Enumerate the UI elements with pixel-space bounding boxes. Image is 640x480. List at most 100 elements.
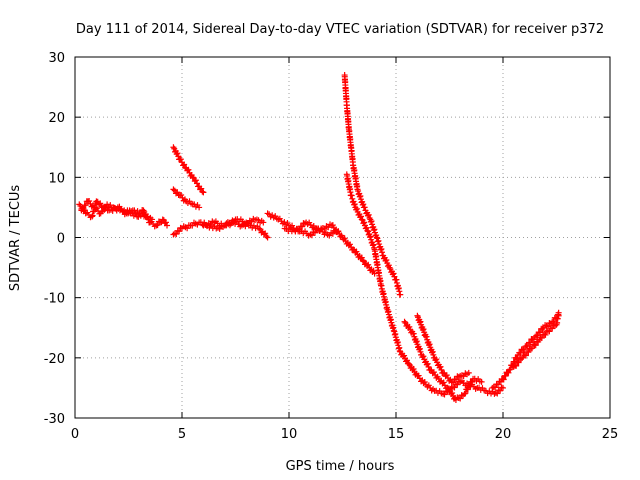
trace-marker — [429, 348, 436, 355]
trace-marker — [178, 191, 185, 198]
trace-marker — [425, 363, 432, 370]
trace-marker — [440, 379, 447, 386]
trace-marker — [451, 384, 458, 391]
trace-marker — [403, 357, 410, 364]
trace-marker — [124, 210, 131, 217]
trace-marker — [93, 205, 100, 212]
trace-marker — [426, 341, 433, 348]
trace-marker — [350, 198, 357, 205]
trace-marker — [413, 338, 420, 345]
trace-marker — [406, 323, 413, 330]
series-pass-l — [414, 312, 472, 386]
trace-marker — [365, 261, 372, 268]
trace-marker — [441, 391, 448, 398]
trace-marker — [175, 153, 182, 160]
y-tick-label: 20 — [48, 111, 65, 126]
data-point — [461, 390, 468, 397]
trace-marker — [348, 192, 355, 199]
trace-marker — [353, 248, 360, 255]
trace-marker — [349, 195, 356, 202]
trace-marker — [86, 198, 93, 205]
trace-marker — [357, 213, 364, 220]
y-tick-label: -20 — [44, 352, 65, 367]
series-pass-d — [170, 186, 203, 211]
trace-marker — [529, 345, 536, 352]
trace-marker — [262, 230, 269, 237]
trace-marker — [417, 348, 424, 355]
trace-marker — [329, 222, 336, 229]
trace-marker — [82, 202, 89, 209]
data-point — [149, 216, 156, 223]
trace-marker — [527, 339, 534, 346]
trace-marker — [358, 254, 365, 261]
trace-marker — [549, 325, 556, 332]
x-tick-label: 0 — [71, 427, 79, 442]
x-tick-label: 25 — [602, 427, 619, 442]
x-tick-label: 5 — [178, 427, 186, 442]
trace-marker — [296, 226, 303, 233]
trace-marker — [430, 351, 437, 358]
trace-marker — [452, 376, 459, 383]
trace-marker — [517, 350, 524, 357]
trace-marker — [99, 208, 106, 215]
y-tick-label: -30 — [44, 412, 65, 427]
trace-marker — [466, 382, 473, 389]
series-pass-f — [200, 215, 267, 230]
trace-marker — [308, 232, 315, 239]
trace-marker — [401, 352, 408, 359]
data-markers — [76, 72, 562, 403]
series-pass-c — [170, 144, 207, 196]
trace-marker — [495, 381, 502, 388]
data-point — [260, 219, 267, 226]
trace-marker — [462, 390, 469, 397]
data-point — [397, 291, 404, 298]
trace-marker — [469, 378, 476, 385]
trace-marker — [162, 219, 169, 226]
trace-marker — [351, 201, 358, 208]
trace-marker — [450, 379, 457, 386]
x-tick-label: 15 — [388, 427, 405, 442]
trace-marker — [410, 330, 417, 337]
data-point — [478, 378, 485, 385]
data-point — [405, 360, 412, 367]
y-axis-label: SDTVAR / TECUs — [8, 185, 23, 292]
series-pass-b — [78, 198, 156, 223]
trace-marker — [181, 161, 188, 168]
data-point — [506, 366, 513, 373]
trace-marker — [359, 257, 366, 264]
data-point — [401, 318, 408, 325]
trace-marker — [177, 156, 184, 163]
series-pass-h — [281, 219, 342, 239]
trace-marker — [182, 164, 189, 171]
trace-marker — [174, 189, 181, 196]
trace-marker — [299, 223, 306, 230]
trace-marker — [532, 342, 539, 349]
trace-marker — [416, 345, 423, 352]
data-point — [500, 384, 506, 391]
axis-ticks: 0 5 10 15 20 25 -30 -20 -10 0 10 20 30 — [44, 51, 619, 442]
trace-marker — [536, 329, 543, 336]
trace-marker — [507, 366, 514, 373]
trace-marker — [430, 369, 437, 376]
trace-marker — [515, 359, 522, 366]
trace-marker — [185, 166, 192, 173]
data-point — [335, 228, 342, 235]
trace-marker — [199, 188, 206, 195]
trace-marker — [494, 390, 501, 397]
trace-marker — [176, 228, 183, 235]
trace-marker — [521, 346, 528, 353]
series-pass-k — [401, 318, 485, 403]
chart-title: Day 111 of 2014, Sidereal Day-to-day VTE… — [76, 22, 604, 37]
trace-marker — [420, 326, 427, 333]
trace-marker — [522, 352, 529, 359]
trace-marker — [438, 366, 445, 373]
trace-marker — [423, 333, 430, 340]
series-pass-g — [264, 210, 378, 277]
trace-marker — [361, 219, 368, 226]
x-tick-label: 20 — [495, 427, 512, 442]
trace-marker — [193, 180, 200, 187]
trace-marker — [383, 256, 390, 263]
trace-marker — [534, 332, 541, 339]
trace-marker — [391, 273, 398, 280]
